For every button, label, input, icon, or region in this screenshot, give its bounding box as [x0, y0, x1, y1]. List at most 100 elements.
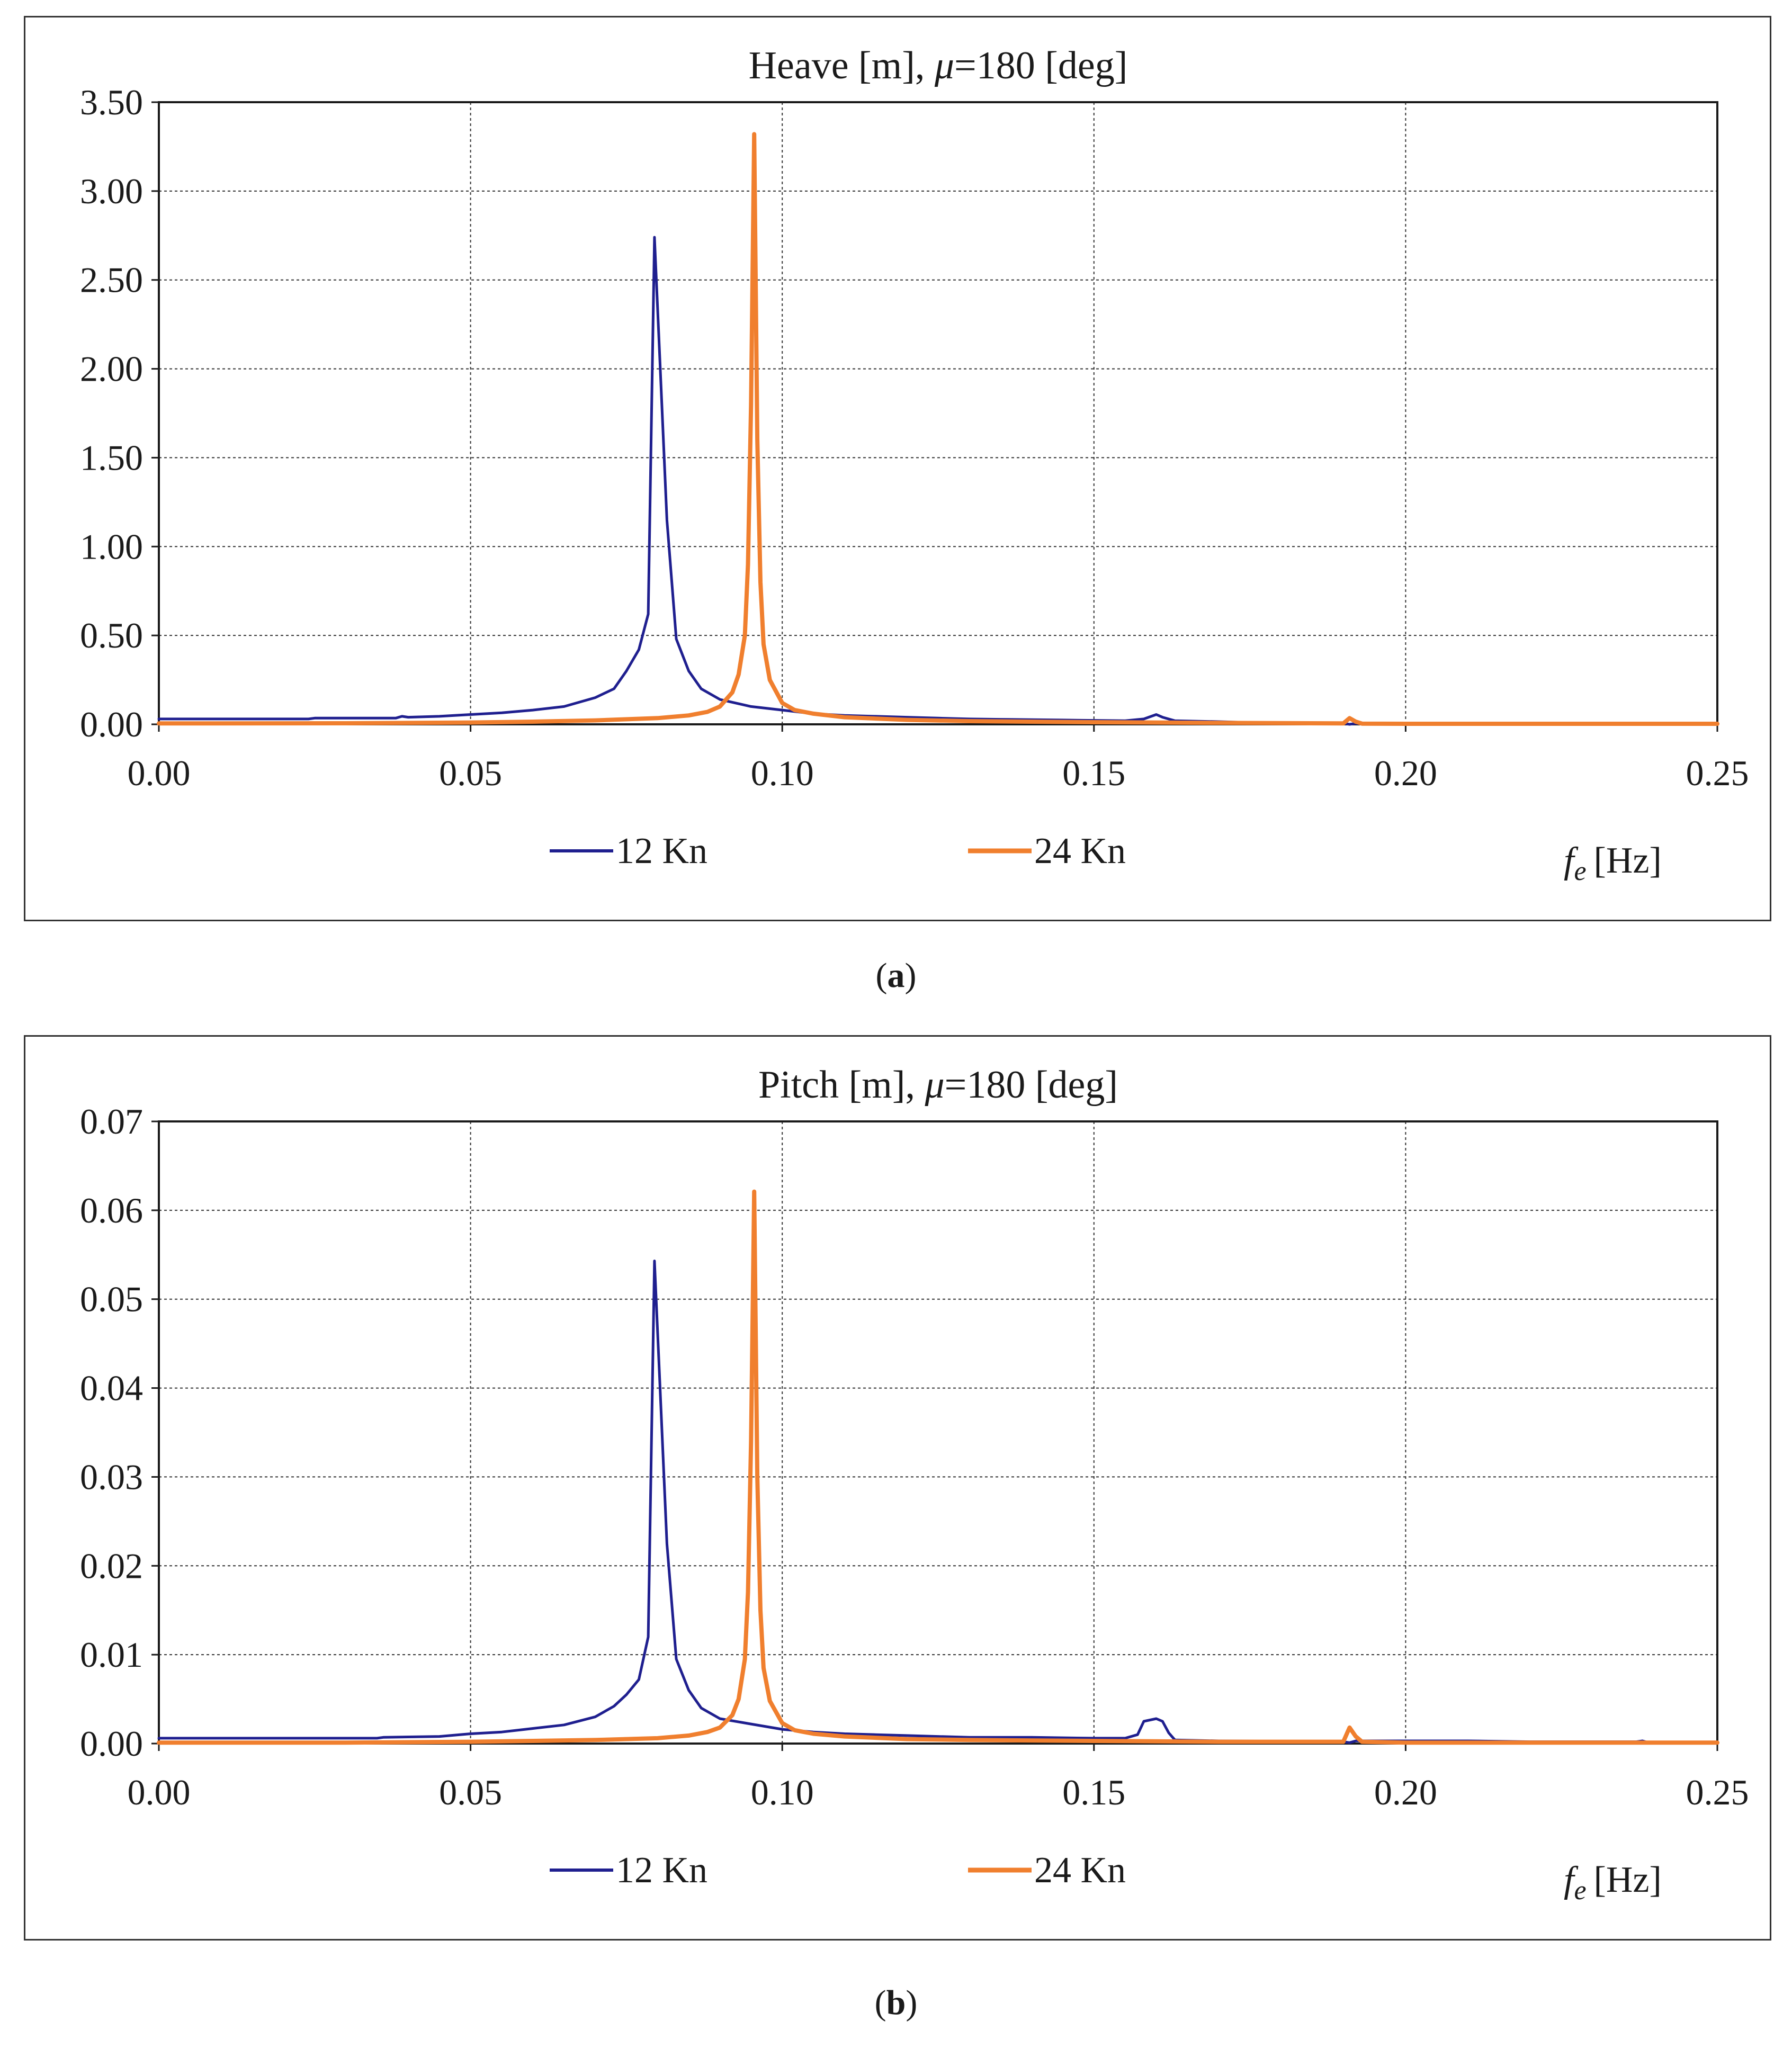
- pitch-series-24-kn-point: [969, 1739, 970, 1741]
- heave-series-24-kn-point: [1349, 717, 1350, 719]
- pitch-series-12-kn-point: [1124, 1738, 1126, 1739]
- heave-ytick-label: 3.50: [80, 82, 143, 122]
- heave-series-24-kn-point: [1717, 723, 1718, 724]
- pitch-series-12-kn-point: [937, 1736, 939, 1737]
- pitch-series-24-kn-point: [158, 1742, 159, 1744]
- pitch-series-12-kn-point: [638, 1679, 640, 1680]
- pitch-xtick-label: 0.20: [1374, 1772, 1437, 1812]
- pitch-series-24-kn-point: [1717, 1742, 1718, 1744]
- pitch-series-12-kn-point: [1355, 1740, 1357, 1741]
- pitch-xlabel-unit: [Hz]: [1594, 1860, 1662, 1900]
- pitch-series-24-kn-point: [1361, 1741, 1363, 1742]
- heave-series-12-kn-point: [654, 237, 655, 238]
- pitch-series-24-kn-point: [747, 1592, 749, 1593]
- heave-series-24-kn-point: [657, 717, 658, 719]
- caption-b-letter: b: [886, 1983, 906, 2022]
- pitch-series-12-kn-point: [532, 1728, 534, 1729]
- pitch-series-24-kn-point: [470, 1741, 471, 1742]
- heave-series-12-kn-point: [532, 709, 534, 711]
- heave-series-12-kn-point: [438, 716, 440, 717]
- heave-series-12-kn-point: [158, 718, 159, 720]
- pitch-series-24-kn-point: [732, 1714, 733, 1716]
- heave-legend-label: 12 Kn: [616, 831, 707, 872]
- heave-series-24-kn-point: [769, 679, 770, 680]
- pitch-xtick-label: 0.10: [751, 1772, 814, 1812]
- pitch-series-12-kn-point: [1155, 1718, 1157, 1719]
- heave-series-12-kn-point: [750, 706, 752, 707]
- pitch-ytick-label: 0.05: [80, 1279, 143, 1319]
- heave-series-24-kn-point: [470, 722, 471, 723]
- pitch-chart: Pitch [m], μ=180 [deg] 0.00 0.01 0.02 0.03 0.…: [80, 1063, 1749, 1906]
- pitch-title-main: Pitch [m],: [758, 1063, 925, 1107]
- heave-xlabel: fe [Hz]: [1564, 840, 1662, 886]
- pitch-series-12-kn-point: [676, 1658, 677, 1660]
- heave-xtick-label: 0.20: [1374, 753, 1437, 793]
- pitch-series-12-kn-point: [688, 1690, 689, 1691]
- heave-series-12-kn-point: [1349, 724, 1350, 725]
- heave-xtick-label: 0.10: [751, 753, 814, 793]
- heave-series-24-kn-point: [532, 721, 534, 722]
- heave-series-12-kn-point: [719, 699, 721, 700]
- pitch-xtick-label: 0.25: [1686, 1772, 1749, 1812]
- heave-series-24-kn-point: [844, 716, 845, 718]
- heave-chart: Heave [m], μ=180 [deg] 0.00 0.50 1.00 1.50 2.…: [80, 44, 1749, 886]
- heave-series-24-kn-point: [738, 674, 739, 675]
- heave-series-12-kn-point: [626, 670, 627, 672]
- pitch-series-12-kn-line: [157, 1260, 1719, 1744]
- pitch-series-12-kn-point: [844, 1733, 845, 1735]
- heave-legend-label: 24 Kn: [1034, 831, 1126, 872]
- heave-series-24-kn-point: [754, 133, 755, 135]
- caption-b: (b): [874, 1983, 918, 2022]
- heave-series-24-kn-point: [158, 723, 159, 724]
- pitch-xlabel-sub: e: [1574, 1875, 1586, 1906]
- heave-ytick-label: 1.00: [80, 526, 143, 567]
- heave-ytick-label: 0.50: [80, 615, 143, 655]
- heave-xtick-label: 0.25: [1686, 753, 1749, 793]
- heave-xtick-label: 0.00: [128, 753, 191, 793]
- heave-xlabel-sub: e: [1574, 856, 1586, 886]
- pitch-series-12-kn-point: [969, 1737, 970, 1738]
- pitch-series-12-kn-point: [1168, 1732, 1169, 1733]
- heave-series-24-kn-point: [1342, 723, 1344, 724]
- pitch-ytick-label: 0.03: [80, 1457, 143, 1497]
- pitch-series-24-kn-point: [1349, 1727, 1350, 1728]
- heave-series-12-kn-point: [314, 717, 316, 719]
- pitch-series-24-kn-point: [1355, 1736, 1357, 1737]
- pitch-series-24-kn-point: [750, 1441, 752, 1442]
- heave-series-24-kn-point: [757, 439, 758, 441]
- heave-series-24-kn-point: [747, 564, 749, 565]
- pitch-series-24-kn-point: [1218, 1741, 1220, 1742]
- heave-series-24-kn-point: [782, 702, 783, 704]
- chart-panel-pitch: Pitch [m], μ=180 [deg] 0.00 0.01 0.02 0.03 0.…: [24, 1035, 1771, 1941]
- pitch-series-24-kn-point: [1094, 1740, 1095, 1741]
- pitch-series-12-kn-point: [613, 1705, 615, 1707]
- pitch-series-24-kn-point: [757, 1476, 758, 1478]
- pitch-ytick-label: 0.07: [80, 1101, 143, 1142]
- pitch-title: Pitch [m], μ=180 [deg]: [758, 1063, 1118, 1107]
- pitch-series-24-kn-point: [763, 1667, 764, 1669]
- pitch-series-24-kn-point: [769, 1700, 770, 1702]
- heave-series-12-kn-point: [782, 709, 783, 711]
- heave-series-12-kn-point: [676, 639, 677, 640]
- heave-ytick-label: 3.00: [80, 171, 143, 211]
- pitch-series-12-kn-point: [563, 1724, 565, 1726]
- pitch-series-12-kn-point: [1143, 1721, 1144, 1722]
- pitch-series-24-kn-point: [595, 1739, 596, 1741]
- pitch-xtick-label: 0.15: [1062, 1772, 1125, 1812]
- pitch-legend-label: 24 Kn: [1034, 1850, 1126, 1891]
- chart-panel-heave: Heave [m], μ=180 [deg] 0.00 0.50 1.00 1.50 2.…: [24, 16, 1771, 921]
- heave-series-24-kn-point: [1355, 721, 1357, 722]
- pitch-xlabel: fe [Hz]: [1564, 1860, 1662, 1906]
- pitch-series-24-kn-point: [657, 1738, 658, 1739]
- heave-series-12-kn-point: [906, 716, 908, 718]
- heave-series-12-kn-line: [157, 236, 1719, 726]
- heave-series-12-kn-point: [688, 670, 689, 672]
- heave-series-12-kn-point: [666, 519, 668, 520]
- pitch-series-24-kn-point: [1342, 1741, 1344, 1742]
- heave-series-12-kn-point: [470, 714, 471, 715]
- heave-ytick-label: 2.50: [80, 260, 143, 300]
- heave-series-24-kn-point: [760, 581, 761, 583]
- pitch-series-12-kn-point: [750, 1723, 752, 1724]
- heave-series-24-kn-point: [1405, 723, 1406, 724]
- pitch-series-12-kn-point: [1349, 1742, 1350, 1744]
